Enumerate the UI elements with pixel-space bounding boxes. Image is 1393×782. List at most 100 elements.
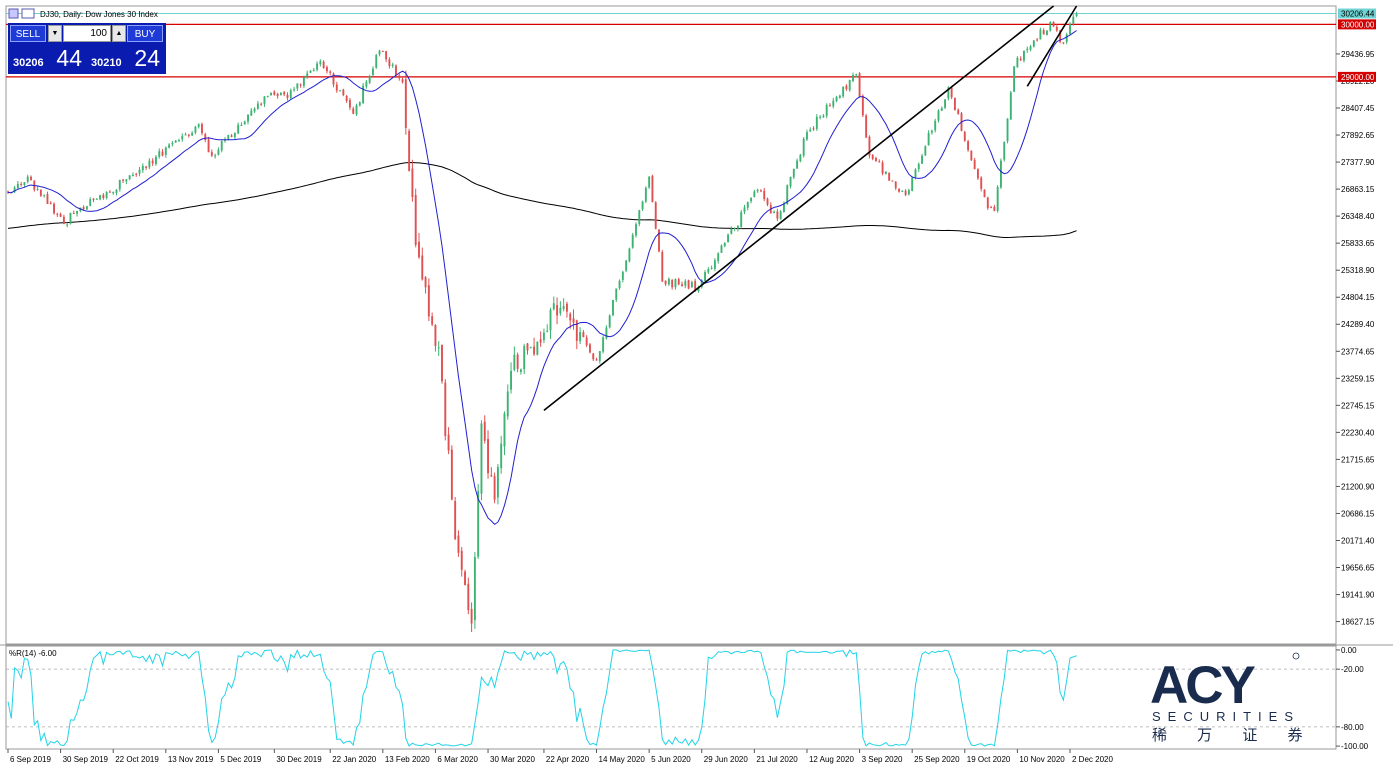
candle [457, 530, 460, 557]
candle-body [306, 73, 309, 77]
candle-body [26, 176, 29, 182]
candle [898, 188, 900, 193]
buy-button[interactable]: BUY [127, 25, 163, 42]
candle-body [865, 115, 868, 138]
candle-body [39, 189, 42, 196]
sell-price-box[interactable]: 30206 44 [10, 44, 86, 72]
candle-body [605, 327, 608, 339]
candle [802, 136, 805, 158]
candle-body [237, 124, 240, 134]
candle-body [1009, 92, 1012, 120]
candle [944, 99, 947, 110]
candle [993, 204, 996, 212]
candle [838, 94, 841, 99]
lot-size-input[interactable] [63, 25, 111, 42]
candle [13, 185, 16, 194]
candle-body [388, 59, 391, 67]
candle-body [319, 61, 322, 65]
candle [934, 118, 937, 133]
candle [375, 53, 378, 69]
candle-body [424, 277, 427, 288]
candle-body [293, 89, 296, 91]
candle-body [891, 180, 894, 182]
candle [602, 335, 605, 354]
candle [727, 233, 730, 243]
candle-body [266, 95, 269, 97]
candle-body [408, 130, 411, 172]
sell-price-main: 30206 [13, 57, 44, 69]
candle-body [171, 142, 174, 145]
candle [924, 145, 927, 157]
candle-body [464, 571, 466, 586]
candle [444, 379, 447, 441]
candle-body [654, 202, 657, 229]
candle [996, 184, 999, 213]
candle [342, 88, 345, 97]
candle-body [983, 189, 986, 198]
candle-body [970, 150, 973, 161]
candle-body [493, 476, 496, 500]
candle-body [927, 132, 930, 146]
lot-decrease-icon[interactable]: ▼ [48, 25, 62, 42]
candle [750, 197, 753, 204]
candle [43, 194, 46, 198]
candle [990, 205, 993, 209]
candle [556, 297, 559, 325]
candle-body [227, 134, 230, 140]
candle [408, 128, 411, 172]
candle-body [986, 197, 989, 209]
candle [207, 136, 210, 153]
candle-body [1023, 50, 1025, 61]
candle [138, 167, 141, 177]
slow-moving-average-line [7, 161, 1077, 238]
candle-body [299, 84, 302, 86]
candle [921, 153, 923, 164]
candle [901, 190, 904, 193]
candle-body [674, 279, 677, 288]
candle-body [671, 279, 674, 288]
candle-body [20, 184, 23, 186]
candle [464, 569, 466, 586]
candle [112, 191, 115, 195]
price-tick-label: 24289.40 [1341, 320, 1375, 329]
sell-button[interactable]: SELL [10, 25, 46, 42]
candle-body [441, 344, 443, 382]
lot-increase-icon[interactable]: ▲ [112, 25, 126, 42]
candle-body [773, 211, 776, 213]
price-tick-label: 19656.65 [1341, 564, 1375, 573]
candle [730, 226, 733, 235]
candle-body [822, 115, 825, 118]
chart-type-icon [21, 8, 35, 19]
candle-body [871, 154, 874, 159]
candle [766, 197, 769, 207]
candle [276, 92, 279, 99]
candle [329, 70, 332, 76]
candle-body [467, 583, 470, 611]
candle-body [240, 124, 243, 126]
acy-logo-brand: ACY [1150, 656, 1256, 715]
candle-body [746, 202, 749, 208]
candle [635, 222, 637, 238]
candle-body [296, 83, 299, 89]
candle-body [898, 188, 900, 192]
candle [806, 129, 808, 141]
candle-body [325, 67, 328, 72]
date-tick-label: 19 Oct 2020 [967, 755, 1011, 764]
candle-body [901, 190, 904, 192]
candle [168, 143, 171, 149]
trendline[interactable] [543, 5, 1055, 411]
buy-price-box[interactable]: 30210 24 [88, 44, 164, 72]
candle-body [174, 140, 177, 143]
current-price-badge-label: 30206.44 [1341, 10, 1375, 19]
candle [69, 212, 72, 225]
candle-body [516, 354, 519, 369]
candle [36, 186, 39, 191]
candle [1072, 14, 1075, 26]
candle [201, 122, 203, 136]
candle-body [30, 176, 32, 180]
candle-body [736, 226, 739, 229]
trendline[interactable] [1026, 5, 1078, 87]
candle-body [848, 79, 851, 91]
